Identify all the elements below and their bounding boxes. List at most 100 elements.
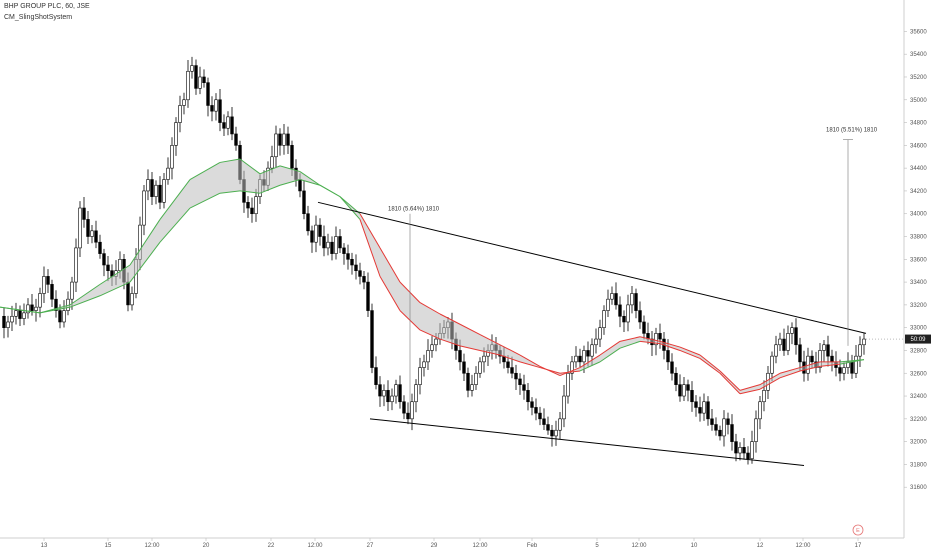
upper-trendline[interactable] xyxy=(317,201,867,334)
candle-down xyxy=(30,304,34,311)
candle-up xyxy=(570,361,574,374)
candle-up xyxy=(818,350,822,368)
candle-down xyxy=(826,344,830,357)
candle-up xyxy=(6,321,10,328)
ema-fast-segment xyxy=(579,354,601,368)
candle-up xyxy=(414,384,418,403)
ema-slow-segment xyxy=(619,340,641,349)
candle-down xyxy=(518,378,522,385)
ema-fast-segment xyxy=(559,367,581,376)
candle-down xyxy=(618,304,622,317)
candle-down xyxy=(102,253,106,266)
candle-down xyxy=(578,355,582,363)
candle-up xyxy=(582,350,586,363)
candle-down xyxy=(534,407,538,414)
ema-fast-segment xyxy=(759,372,781,386)
ema-cloud xyxy=(0,159,864,394)
candle-up xyxy=(862,338,866,346)
ema-fast-segment xyxy=(499,344,521,356)
ema-slow-segment xyxy=(69,295,101,308)
candle-down xyxy=(530,401,534,408)
candle-down xyxy=(586,350,590,357)
candle-up xyxy=(762,390,766,403)
earnings-event-icon[interactable] xyxy=(852,524,864,536)
price-tick-label: 35400 xyxy=(910,52,927,58)
candle-up xyxy=(162,179,166,203)
ema-slow-segment xyxy=(279,179,301,186)
candle-down xyxy=(298,179,302,192)
ema-fast-segment xyxy=(69,283,101,306)
time-tick-label: 12:00 xyxy=(144,543,160,549)
candle-down xyxy=(206,82,210,106)
candle-up xyxy=(430,344,434,351)
candle-down xyxy=(550,429,554,437)
candle-up xyxy=(790,327,794,334)
candle-down xyxy=(694,401,698,408)
ema-slow-segment xyxy=(779,370,801,379)
candle-down xyxy=(698,407,702,414)
candle-up xyxy=(626,304,630,323)
candle-down xyxy=(286,133,290,146)
candle-up xyxy=(478,361,482,374)
price-tick-label: 33400 xyxy=(910,280,927,286)
candle-down xyxy=(742,447,746,454)
candle-up xyxy=(770,355,774,374)
candle-down xyxy=(658,333,662,340)
candle-down xyxy=(18,310,22,319)
candle-down xyxy=(798,344,802,363)
time-tick-label: 27 xyxy=(367,543,374,549)
candle-down xyxy=(354,264,358,271)
candle-down xyxy=(98,241,102,254)
current-price-label: 50:09 xyxy=(910,337,926,343)
candle-up xyxy=(682,384,686,397)
candle-down xyxy=(686,384,690,391)
price-tick-label: 35000 xyxy=(910,98,927,104)
candle-up xyxy=(14,310,18,317)
candle-down xyxy=(838,367,842,374)
candle-down xyxy=(614,293,618,306)
ema-slow-segment xyxy=(259,184,281,194)
candle-down xyxy=(338,236,342,249)
price-tick-label: 32000 xyxy=(910,440,927,446)
candle-up xyxy=(38,293,42,308)
candle-up xyxy=(422,361,426,368)
candle-down xyxy=(402,401,406,414)
ema-fast-segment xyxy=(739,384,761,391)
ema-fast-segment xyxy=(259,165,281,175)
candle-down xyxy=(710,418,714,425)
candle-down xyxy=(730,424,734,442)
price-tick-label: 32200 xyxy=(910,417,927,423)
ema-slow-segment xyxy=(759,377,781,390)
candle-down xyxy=(406,412,410,420)
candle-down xyxy=(458,350,462,363)
candle-up xyxy=(90,230,94,237)
ema-fast-segment xyxy=(279,165,301,173)
time-tick-label: 17 xyxy=(855,543,862,549)
candle-up xyxy=(130,293,134,306)
candle-down xyxy=(250,207,254,215)
candle-up xyxy=(10,315,14,323)
lower-trendline[interactable] xyxy=(369,418,805,467)
price-axis[interactable]: 35600 35400 35200 35000 34800 34600 34400 34200… xyxy=(860,0,931,538)
candle-up xyxy=(702,401,706,414)
ema-slow-segment xyxy=(419,329,441,340)
price-tick-label: 32400 xyxy=(910,394,927,400)
candle-up xyxy=(574,355,578,363)
time-axis[interactable]: 13 15 12:00 20 22 12:00 27 29 12:00 Feb 5 12:00 10 12… xyxy=(0,537,904,549)
candle-up xyxy=(562,395,566,420)
candle-down xyxy=(850,361,854,374)
candle-down xyxy=(634,293,638,311)
ema-fast-segment xyxy=(39,304,71,314)
price-tick-label: 34200 xyxy=(910,189,927,195)
time-tick-label: 12 xyxy=(757,543,764,549)
price-tick-label: 35600 xyxy=(910,29,927,35)
ema-slow-segment xyxy=(99,281,131,297)
price-tick-label: 34000 xyxy=(910,212,927,218)
candle-down xyxy=(362,276,366,283)
candle-down xyxy=(706,401,710,420)
ema-slow-segment xyxy=(819,363,841,367)
ema-fast-segment xyxy=(0,306,41,314)
ema-slow-segment xyxy=(359,219,381,277)
ema-fast-segment xyxy=(699,354,721,372)
